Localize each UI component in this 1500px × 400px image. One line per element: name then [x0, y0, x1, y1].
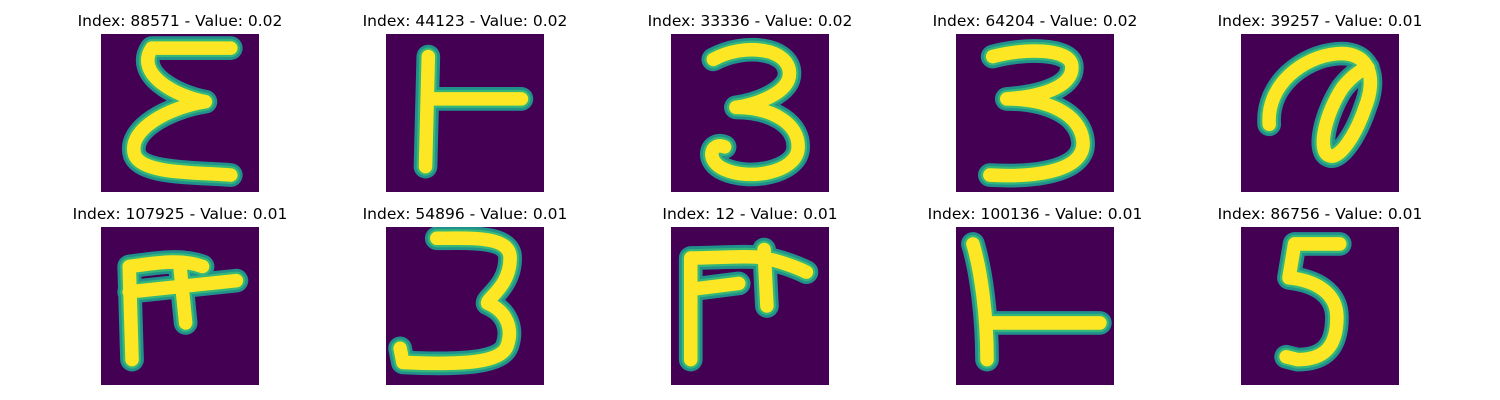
panel-title: Index: 100136 - Value: 0.01 [927, 205, 1143, 223]
handwritten-stroke [122, 255, 244, 367]
handwritten-stroke [1279, 237, 1347, 367]
image-panel: Index: 64204 - Value: 0.02 [920, 12, 1150, 192]
handwritten-stroke [983, 44, 1090, 183]
digit-image [671, 227, 829, 385]
digit-image [386, 34, 544, 192]
image-panel: Index: 44123 - Value: 0.02 [350, 12, 580, 192]
panel-title: Index: 86756 - Value: 0.01 [1217, 205, 1423, 223]
image-panel: Index: 100136 - Value: 0.01 [920, 205, 1150, 385]
digit-image [1241, 34, 1399, 192]
handwritten-stroke [127, 41, 238, 182]
handwritten-stroke [966, 237, 1107, 367]
panel-title: Index: 12 - Value: 0.01 [662, 205, 838, 223]
digit-image [956, 34, 1114, 192]
image-panel: Index: 12 - Value: 0.01 [635, 205, 865, 385]
image-background [386, 34, 544, 192]
panel-title: Index: 107925 - Value: 0.01 [72, 205, 288, 223]
image-panel: Index: 39257 - Value: 0.01 [1205, 12, 1435, 192]
image-panel: Index: 54896 - Value: 0.01 [350, 205, 580, 385]
panel-title: Index: 33336 - Value: 0.02 [647, 12, 853, 30]
panel-title: Index: 39257 - Value: 0.01 [1217, 12, 1423, 30]
image-panel: Index: 88571 - Value: 0.02 [65, 12, 295, 192]
digit-image [101, 227, 259, 385]
handwritten-stroke [705, 42, 805, 182]
digit-image [956, 227, 1114, 385]
image-panel: Index: 86756 - Value: 0.01 [1205, 205, 1435, 385]
handwritten-stroke [683, 242, 814, 367]
handwritten-stroke [393, 231, 517, 371]
digit-image [671, 34, 829, 192]
digit-image [1241, 227, 1399, 385]
panel-title: Index: 88571 - Value: 0.02 [77, 12, 283, 30]
image-panel: Index: 107925 - Value: 0.01 [65, 205, 295, 385]
digit-image [386, 227, 544, 385]
handwritten-stroke [1262, 46, 1378, 163]
panel-title: Index: 44123 - Value: 0.02 [362, 12, 568, 30]
panel-title: Index: 54896 - Value: 0.01 [362, 205, 568, 223]
handwritten-stroke [418, 49, 529, 174]
digit-image [101, 34, 259, 192]
panel-title: Index: 64204 - Value: 0.02 [932, 12, 1138, 30]
image-panel: Index: 33336 - Value: 0.02 [635, 12, 865, 192]
